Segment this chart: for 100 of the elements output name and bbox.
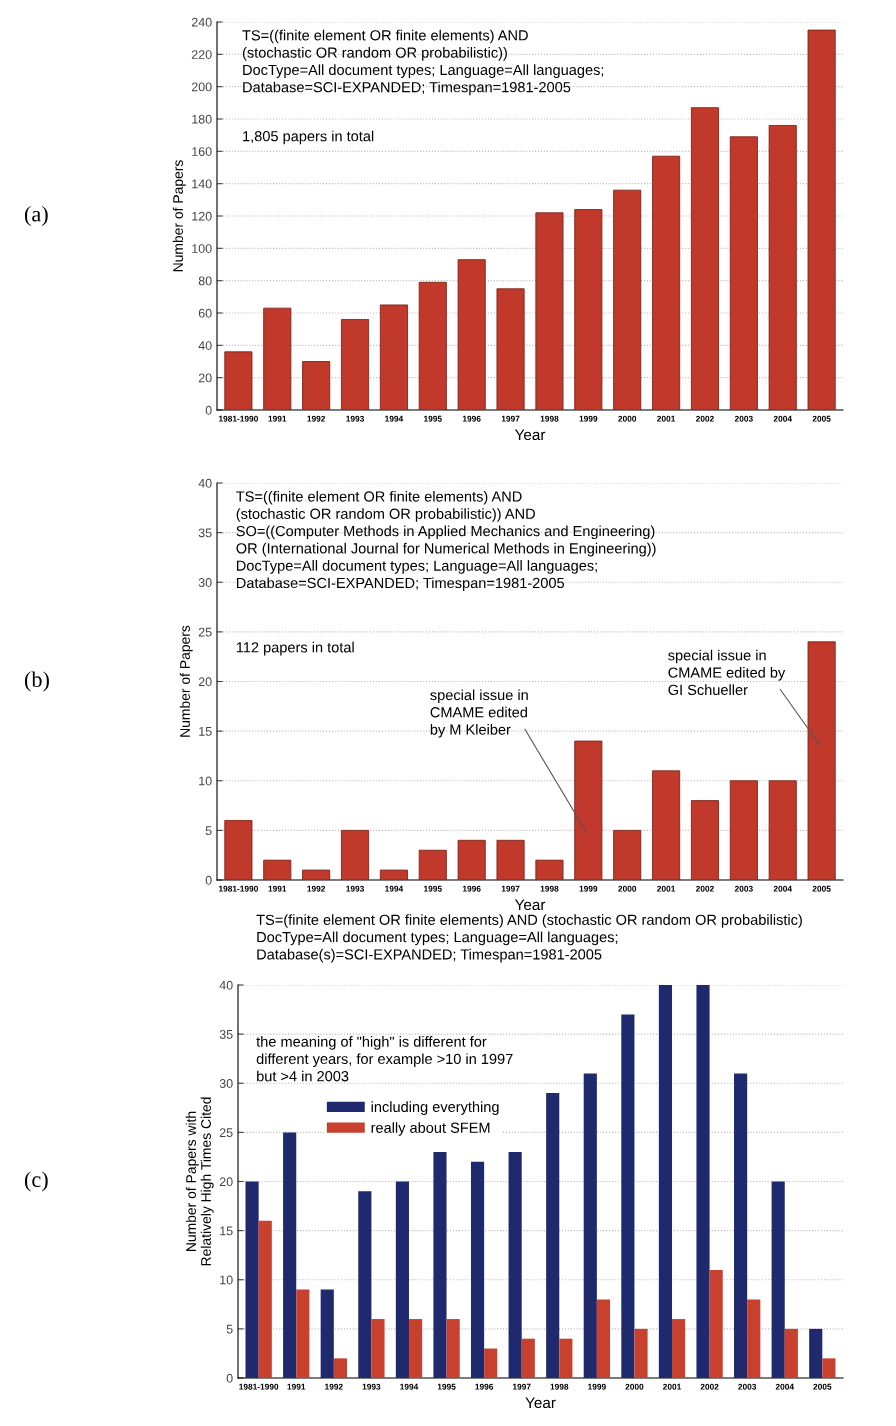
bar: [747, 1299, 761, 1378]
annotation: 112 papers in total: [236, 641, 354, 656]
bar: [613, 189, 642, 410]
bar: [333, 1358, 347, 1378]
bar: [418, 849, 447, 880]
x-tick-label: 2004: [773, 415, 792, 422]
x-tick-label: 1994: [385, 415, 404, 422]
bar: [521, 1338, 535, 1378]
bar: [496, 288, 525, 410]
annotation: special issue in CMAME edited by M Kleiber: [430, 689, 528, 738]
x-tick-label: 1992: [325, 1383, 343, 1390]
y-tick-label: 20: [198, 677, 212, 687]
y-tick-label: 140: [192, 179, 212, 189]
bar: [652, 155, 681, 410]
bar: [408, 1319, 423, 1378]
x-axis-title: Year: [514, 899, 546, 911]
x-tick-label: 1981-1990: [218, 885, 258, 892]
bar: [457, 259, 486, 410]
x-tick-label: 1996: [475, 1383, 494, 1390]
bar: [224, 351, 253, 410]
x-tick-label: 1995: [424, 415, 442, 422]
bar: [296, 1289, 310, 1378]
x-tick-label: 2005: [812, 415, 831, 422]
x-tick-label: 2000: [618, 415, 637, 422]
y-tick-label: 0: [205, 405, 212, 415]
y-tick-label: 60: [198, 308, 212, 318]
bar: [596, 1299, 611, 1378]
text: (c): [24, 1171, 48, 1192]
y-tick-label: 30: [198, 578, 212, 587]
bar: [734, 1073, 748, 1378]
bar: [283, 1132, 297, 1378]
x-tick-label: 2002: [695, 885, 714, 892]
bar: [263, 307, 292, 410]
y-tick-label: 160: [192, 147, 212, 156]
legend-label: really about SFEM: [371, 1122, 490, 1136]
bar: [302, 361, 331, 410]
bar: [583, 1073, 597, 1378]
y-tick-label: 25: [198, 627, 212, 637]
text: TS=(finite element OR finite elements) AND (stochastic OR random OR probabilistic) DocType=All document types; Language=All languages; Database(s)=SCI-EXPANDED; Timespan=1981-2005: [256, 914, 802, 963]
y-tick-label: 20: [198, 373, 212, 383]
x-tick-label: 1995: [437, 1383, 456, 1390]
bar: [784, 1328, 798, 1378]
x-tick-label: 2001: [663, 1383, 682, 1390]
bar: [690, 800, 719, 880]
bar: [418, 281, 447, 410]
bar: [224, 820, 253, 880]
bar: [379, 869, 408, 880]
bar: [771, 1181, 785, 1378]
bar: [379, 304, 408, 410]
bar: [320, 1289, 334, 1378]
x-tick-label: 1996: [462, 885, 481, 892]
bar: [574, 740, 603, 880]
bar: [807, 641, 836, 880]
bar: [341, 319, 370, 410]
x-tick-label: 1997: [501, 415, 520, 422]
bar: [371, 1319, 385, 1378]
x-tick-label: 2000: [625, 1383, 644, 1390]
y-tick-label: 40: [198, 341, 212, 350]
x-tick-label: 2002: [700, 1383, 719, 1390]
bar: [446, 1319, 460, 1378]
x-tick-label: 1991: [287, 1383, 306, 1390]
bar: [613, 829, 642, 880]
x-tick-label: 2005: [813, 1383, 832, 1390]
x-tick-label: 2003: [734, 885, 753, 892]
bar: [535, 212, 564, 410]
x-tick-label: 2004: [773, 885, 792, 892]
y-tick-label: 220: [191, 50, 212, 59]
x-tick-label: 2004: [775, 1383, 794, 1390]
bar: [508, 1152, 522, 1378]
y-tick-label: 10: [199, 776, 212, 786]
x-tick-label: 1992: [307, 415, 326, 422]
annotation: the meaning of "high" is different for different years, for example >10 in 1997 but >4 in 2003: [256, 1036, 513, 1082]
bar: [696, 985, 710, 1378]
bar: [245, 1181, 259, 1378]
x-tick-label: 1999: [579, 415, 598, 422]
y-tick-label: 120: [192, 211, 212, 221]
bar: [729, 136, 758, 410]
y-tick-label: 180: [192, 114, 212, 124]
x-tick-label: 1991: [268, 415, 287, 422]
x-axis-title: Year: [525, 1397, 556, 1409]
y-tick-label: 5: [226, 1324, 233, 1334]
y-tick-label: 80: [198, 276, 212, 286]
bar: [807, 29, 836, 410]
bar: [729, 780, 758, 880]
y-tick-label: 0: [205, 875, 212, 885]
text: (a): [24, 205, 48, 227]
bar: [652, 770, 681, 880]
bar: [546, 1093, 560, 1378]
x-tick-label: 2001: [657, 885, 676, 892]
x-tick-label: 1998: [550, 1383, 569, 1390]
y-tick-label: 15: [220, 1226, 233, 1236]
bar: [822, 1358, 836, 1378]
annotation: 1,805 papers in total: [243, 130, 374, 145]
x-tick-label: 1981-1990: [239, 1383, 279, 1390]
y-tick-label: 0: [226, 1373, 233, 1383]
bar: [263, 859, 292, 880]
x-tick-label: 1998: [540, 415, 559, 422]
x-tick-label: 2003: [734, 415, 753, 422]
x-tick-label: 1997: [501, 885, 520, 892]
bar: [768, 780, 797, 880]
